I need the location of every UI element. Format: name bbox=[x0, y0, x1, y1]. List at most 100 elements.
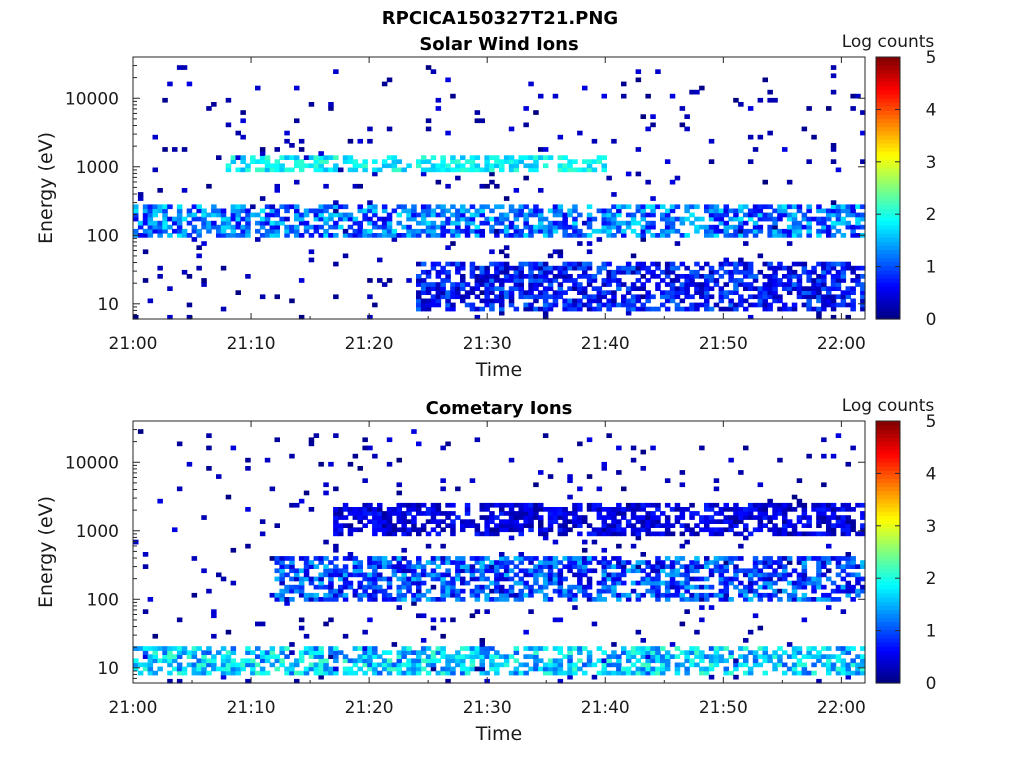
spectrogram-cell bbox=[367, 278, 373, 283]
spectrogram-cell bbox=[455, 576, 461, 582]
spectrogram-cell bbox=[782, 515, 788, 520]
spectrogram-cell bbox=[357, 515, 363, 520]
spectrogram-cell bbox=[635, 278, 642, 283]
spectrogram-cell bbox=[733, 658, 739, 664]
spectrogram-cell bbox=[816, 216, 822, 222]
spectrogram-cell bbox=[738, 233, 744, 238]
spectrogram-cell bbox=[225, 163, 232, 169]
spectrogram-cell bbox=[733, 97, 739, 103]
spectrogram-cell bbox=[855, 274, 861, 279]
spectrogram-cell bbox=[606, 576, 612, 582]
spectrogram-cell bbox=[503, 654, 510, 659]
spectrogram-cell bbox=[259, 167, 266, 173]
spectrogram-cell bbox=[704, 515, 710, 520]
spectrogram-cell bbox=[674, 241, 681, 246]
spectrogram-cell bbox=[601, 93, 607, 99]
spectrogram-cell bbox=[201, 282, 207, 287]
colorbar-segment bbox=[876, 278, 900, 283]
spectrogram-cell bbox=[167, 658, 173, 664]
spectrogram-cell bbox=[757, 515, 764, 520]
spectrogram-cell bbox=[533, 294, 539, 300]
spectrogram-cell bbox=[318, 167, 324, 173]
spectrogram-cell bbox=[845, 666, 851, 672]
spectrogram-cell bbox=[552, 576, 559, 582]
spectrogram-cell bbox=[245, 662, 251, 668]
spectrogram-cell bbox=[826, 286, 832, 291]
spectrogram-cell bbox=[240, 208, 246, 214]
spectrogram-cell bbox=[460, 298, 466, 304]
colorbar-segment bbox=[876, 584, 900, 590]
spectrogram-cell bbox=[699, 650, 705, 655]
spectrogram-cell bbox=[752, 302, 759, 308]
spectrogram-cell bbox=[601, 220, 607, 226]
spectrogram-cell bbox=[445, 290, 451, 295]
spectrogram-cell bbox=[333, 212, 339, 218]
spectrogram-cell bbox=[582, 515, 588, 520]
spectrogram-cell bbox=[420, 658, 427, 664]
spectrogram-cell bbox=[528, 523, 534, 528]
spectrogram-cell bbox=[406, 163, 412, 169]
spectrogram-cell bbox=[538, 212, 544, 218]
spectrogram-cell bbox=[328, 233, 334, 238]
spectrogram-cell bbox=[484, 584, 490, 590]
spectrogram-cell bbox=[635, 670, 642, 676]
spectrogram-cell bbox=[845, 515, 851, 520]
spectrogram-cell bbox=[352, 507, 359, 512]
spectrogram-cell bbox=[533, 556, 539, 561]
spectrogram-cell bbox=[391, 572, 398, 578]
spectrogram-cell bbox=[645, 670, 651, 676]
spectrogram-cell bbox=[147, 662, 154, 668]
spectrogram-cell bbox=[669, 654, 676, 659]
spectrogram-cell bbox=[186, 650, 193, 655]
spectrogram-cell bbox=[547, 306, 554, 312]
spectrogram-cell bbox=[494, 159, 500, 164]
spectrogram-cell bbox=[352, 556, 359, 561]
spectrogram-cell bbox=[782, 208, 788, 214]
spectrogram-cell bbox=[450, 204, 456, 210]
spectrogram-cell bbox=[699, 294, 705, 300]
spectrogram-cell bbox=[313, 224, 320, 230]
spectrogram-cell bbox=[669, 592, 676, 598]
spectrogram-cell bbox=[635, 233, 642, 238]
spectrogram-cell bbox=[386, 212, 393, 218]
spectrogram-cell bbox=[357, 592, 363, 598]
spectrogram-cell bbox=[811, 502, 817, 508]
colorbar-segment bbox=[876, 249, 900, 255]
spectrogram-cell bbox=[582, 261, 588, 267]
spectrogram-cell bbox=[196, 662, 202, 668]
spectrogram-cell bbox=[708, 306, 715, 312]
spectrogram-cell bbox=[757, 216, 764, 222]
spectrogram-cell bbox=[860, 560, 866, 565]
spectrogram-cell bbox=[845, 461, 851, 467]
spectrogram-cell bbox=[455, 588, 461, 594]
spectrogram-cell bbox=[469, 261, 476, 267]
spectrogram-cell bbox=[547, 527, 554, 533]
spectrogram-cell bbox=[796, 204, 803, 210]
spectrogram-cell bbox=[796, 515, 803, 520]
spectrogram-cell bbox=[840, 220, 847, 226]
spectrogram-cell bbox=[791, 233, 798, 238]
spectrogram-cell bbox=[269, 220, 276, 226]
spectrogram-cell bbox=[611, 564, 617, 569]
spectrogram-cell bbox=[396, 220, 402, 226]
spectrogram-cell bbox=[440, 290, 446, 295]
spectrogram-cell bbox=[704, 597, 710, 602]
spectrogram-cell bbox=[547, 253, 554, 259]
spectrogram-cell bbox=[669, 261, 676, 267]
spectrogram-cell bbox=[635, 265, 642, 271]
colorbar-segment bbox=[876, 674, 900, 680]
spectrogram-cell bbox=[557, 592, 564, 598]
spectrogram-cell bbox=[499, 560, 505, 565]
spectrogram-cell bbox=[523, 580, 529, 586]
spectrogram-cell bbox=[318, 666, 324, 672]
spectrogram-cell bbox=[455, 662, 461, 668]
spectrogram-cell bbox=[435, 224, 442, 230]
spectrogram-cell bbox=[528, 290, 534, 295]
spectrogram-cell bbox=[811, 269, 817, 275]
spectrogram-cell bbox=[845, 212, 851, 218]
spectrogram-cell bbox=[489, 286, 495, 291]
spectrogram-cell bbox=[733, 208, 739, 214]
spectrogram-cell bbox=[533, 265, 539, 271]
spectrogram-cell bbox=[499, 662, 505, 668]
